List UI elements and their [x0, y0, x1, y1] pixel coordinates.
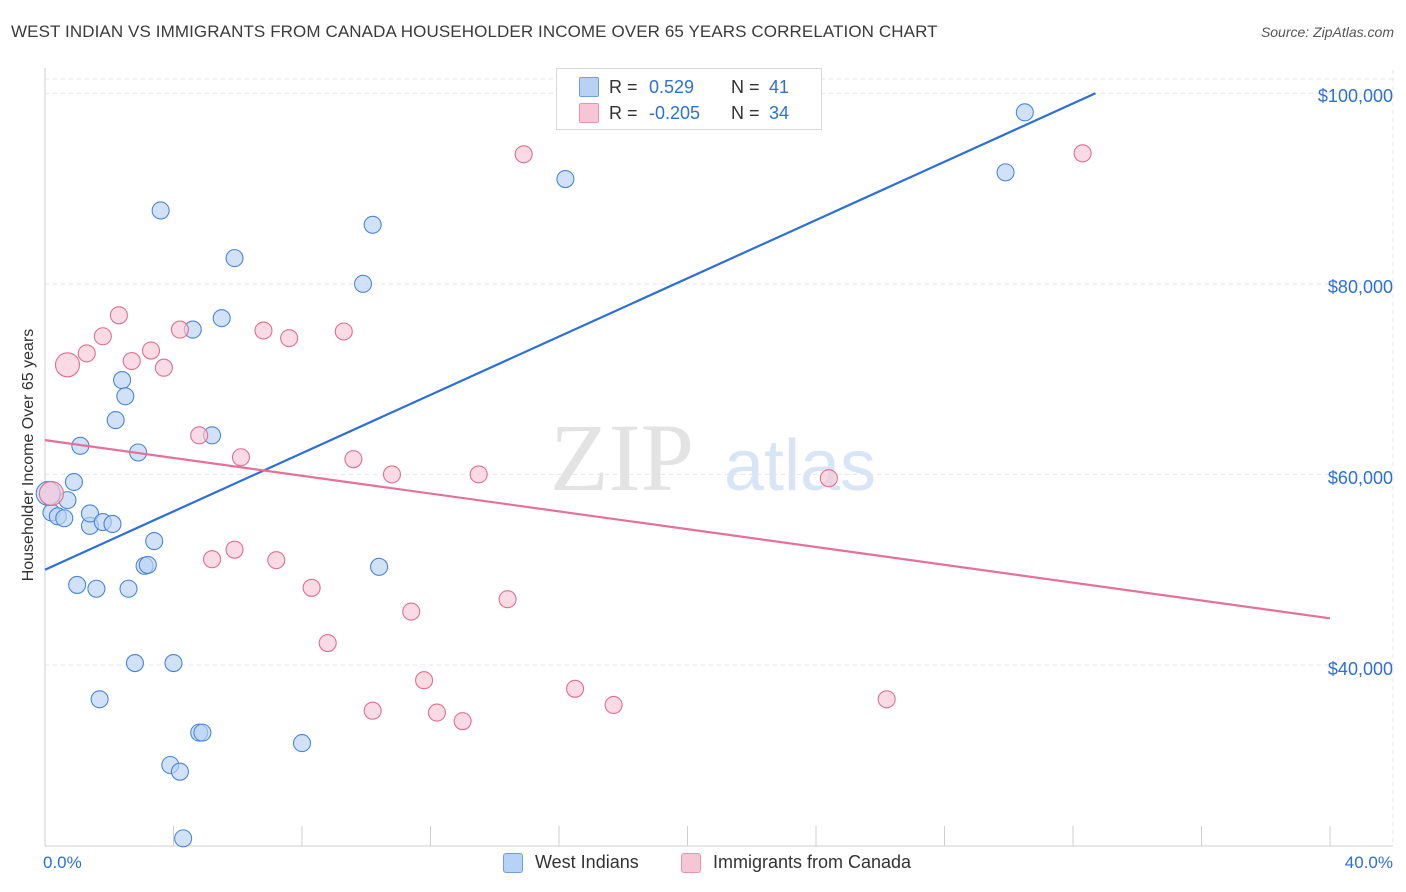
immigrants-canada-point	[122, 351, 141, 371]
west-indians-point	[170, 762, 189, 781]
source-label: Source: ZipAtlas.com	[1260, 24, 1394, 40]
immigrants-canada-point	[453, 712, 472, 731]
west-indians-point	[556, 169, 575, 189]
immigrants-canada-point	[154, 358, 173, 377]
immigrants-canada-point	[267, 551, 286, 570]
legend-r-value: 0.529	[649, 76, 695, 97]
watermark-zip: ZIP	[550, 404, 694, 511]
immigrants-canada-point	[109, 306, 128, 325]
y-tick-40000: $40,000	[1327, 659, 1393, 679]
immigrants-canada-point	[254, 321, 273, 340]
x-axis-max-label: 40.0%	[1344, 853, 1393, 872]
legend-swatch-immigrants-canada	[579, 103, 599, 123]
immigrants-canada-point	[514, 145, 533, 164]
series-legend: West Indians Immigrants from Canada	[0, 852, 1406, 876]
immigrants-canada-point	[402, 602, 421, 621]
immigrants-canada-point	[302, 578, 321, 597]
immigrants-canada-point	[344, 450, 363, 469]
legend-row-immigrants-canada: R = -0.205 N = 34	[579, 102, 789, 124]
immigrants-canada-point	[498, 590, 517, 609]
legend-row-west-indians: R = 0.529 N = 41	[579, 76, 789, 98]
west-indians-point	[164, 654, 183, 673]
immigrants-canada-point	[318, 634, 337, 653]
west-indians-point	[212, 309, 231, 328]
west-indians-point	[90, 690, 109, 709]
immigrants-canada-point	[819, 469, 838, 488]
immigrants-canada-trend-line	[44, 439, 1331, 620]
immigrants-canada-point	[93, 327, 112, 346]
west-indians-point	[292, 734, 312, 753]
west-indians-point	[363, 215, 382, 234]
legend-n-value: 34	[769, 102, 790, 123]
series-legend-immigrants-canada[interactable]: Immigrants from Canada	[681, 852, 911, 873]
west-indians-point	[55, 509, 74, 528]
immigrants-canada-point	[1073, 144, 1092, 163]
immigrants-canada-point	[54, 352, 81, 378]
west-indians-point	[1015, 103, 1034, 122]
series-label-immigrants-canada: Immigrants from Canada	[713, 852, 912, 872]
west-indians-trend-line	[44, 92, 1096, 571]
legend-swatch-west-indians	[579, 77, 599, 97]
immigrants-canada-point	[231, 448, 251, 467]
immigrants-canada-point	[334, 322, 353, 341]
immigrants-canada-point	[382, 465, 402, 484]
series-legend-west-indians[interactable]: West Indians	[503, 852, 639, 873]
legend-n-label: N =	[731, 102, 760, 123]
west-indians-point	[116, 387, 135, 406]
immigrants-canada-point	[566, 679, 585, 698]
immigrants-canada-point	[38, 480, 64, 507]
immigrants-canada-point	[427, 703, 446, 722]
west-indians-point	[193, 723, 212, 742]
west-indians-point	[113, 371, 132, 390]
legend-r-label: R =	[609, 102, 638, 123]
west-indians-point	[68, 575, 87, 594]
y-tick-100000: $100,000	[1317, 86, 1393, 106]
west-indians-point	[119, 579, 138, 598]
series-swatch-west-indians	[503, 852, 523, 873]
legend-n-value: 41	[769, 76, 790, 97]
west-indians-point	[370, 557, 389, 576]
watermark-atlas: atlas	[724, 426, 876, 506]
immigrants-canada-point	[877, 690, 896, 709]
west-indians-point	[353, 274, 373, 293]
correlation-legend: R = 0.529 N = 41 R = -0.205 N = 34	[556, 68, 822, 130]
immigrants-canada-point	[141, 341, 161, 360]
west-indians-point	[87, 579, 106, 598]
immigrants-canada-point	[363, 701, 382, 720]
immigrants-canada-point	[170, 320, 189, 339]
west-indians-point	[138, 555, 157, 574]
y-tick-80000: $80,000	[1327, 277, 1393, 297]
y-tick-60000: $60,000	[1327, 468, 1393, 488]
series-swatch-immigrants-canada	[681, 852, 701, 873]
chart-title: WEST INDIAN VS IMMIGRANTS FROM CANADA HO…	[11, 22, 938, 41]
immigrants-canada-point	[190, 426, 209, 445]
immigrants-canada-point	[225, 540, 244, 559]
west-indians-point	[64, 472, 83, 492]
legend-n-label: N =	[731, 76, 760, 97]
immigrants-canada-point	[415, 671, 434, 690]
immigrants-canada-point	[203, 550, 222, 569]
immigrants-canada-point	[604, 695, 623, 715]
legend-r-label: R =	[609, 76, 638, 97]
legend-r-value: -0.205	[649, 102, 701, 123]
immigrants-canada-point	[280, 329, 299, 348]
west-indians-point	[151, 201, 170, 220]
west-indians-point	[106, 411, 125, 430]
west-indians-point	[80, 504, 100, 523]
immigrants-canada-point	[77, 344, 96, 363]
west-indians-point	[225, 249, 244, 268]
x-axis-min-label: 0.0%	[43, 853, 82, 872]
west-indians-point	[174, 829, 193, 848]
west-indians-point	[145, 532, 164, 551]
series-label-west-indians: West Indians	[535, 852, 639, 872]
west-indians-point	[125, 654, 144, 673]
immigrants-canada-point	[469, 465, 488, 484]
west-indians-point	[996, 163, 1015, 182]
west-indians-point	[103, 514, 122, 534]
